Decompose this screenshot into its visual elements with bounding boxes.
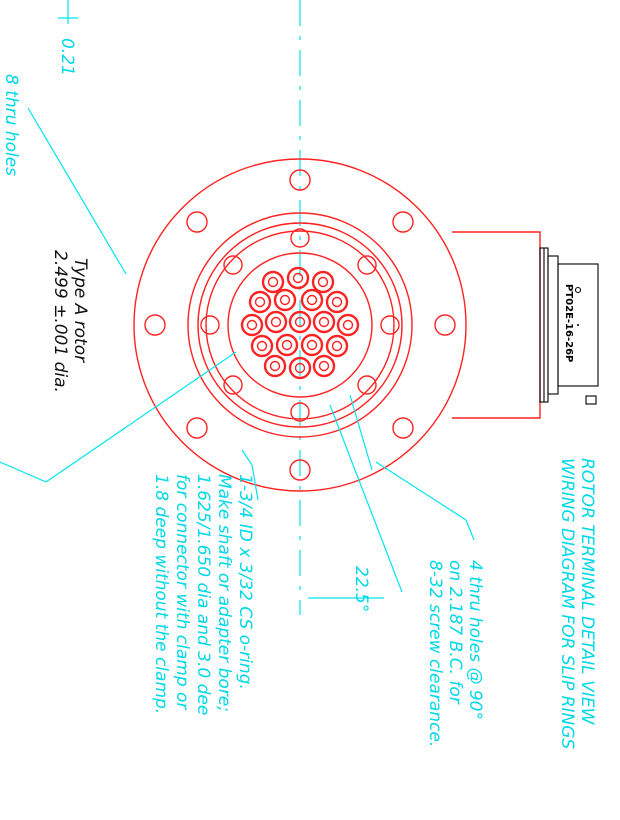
title-line-2: WIRING DIAGRAM FOR SLIP RINGS <box>557 458 577 749</box>
bolt-holes-leader <box>375 461 467 521</box>
terminal-pin <box>300 333 324 357</box>
terminal-pin <box>286 266 310 290</box>
terminal-pin <box>300 288 324 312</box>
bolt-hole <box>200 315 220 335</box>
connector-shell <box>557 263 599 387</box>
terminal-pin <box>336 313 360 337</box>
flange-holes-label: 8 thru holes <box>1 74 21 176</box>
terminal-pin <box>312 310 336 334</box>
terminal-pin <box>288 310 312 334</box>
bolt-holes-line-3: 8-32 screw clearance. <box>425 560 445 747</box>
flange-hole <box>186 211 208 233</box>
connector-dot <box>577 324 579 326</box>
flange-ring-circle <box>197 222 403 428</box>
bolt-hole <box>223 255 243 275</box>
bolt-holes-line-1: 4 thru holes @ 90° <box>465 560 485 720</box>
terminal-pin <box>263 354 287 378</box>
flange-hole <box>289 169 311 191</box>
terminal-pin <box>250 334 274 358</box>
connector-part-number: PT02E-16-26P <box>563 284 574 362</box>
inner-holes <box>200 228 400 422</box>
flange-outer-circle <box>133 158 467 492</box>
dimension-0-21: 0.21 <box>57 38 77 76</box>
flange-holes-leader <box>27 107 127 275</box>
angle-line-a <box>329 404 403 593</box>
flange-hole <box>392 211 414 233</box>
oring-line-5: 1.8 deep without the clamp. <box>151 474 171 714</box>
oring-leader-2 <box>251 464 259 501</box>
title-line-1: ROTOR TERMINAL DETAIL VIEW <box>577 458 597 726</box>
terminal-pin <box>325 290 349 314</box>
bolt-hole <box>357 255 377 275</box>
housing-extension <box>452 231 541 419</box>
bolt-hole <box>290 402 310 422</box>
terminal-pin <box>288 356 312 380</box>
flange-hole <box>186 417 208 439</box>
terminal-pin <box>275 333 299 357</box>
rotor-label-line-2: 2.499 ±.001 dia. <box>50 250 70 393</box>
flange-hole <box>289 459 311 481</box>
flange-hole <box>144 314 166 336</box>
bolt-hole <box>357 375 377 395</box>
oring-line-1: 1-3/4 ID x 3/32 CS o-ring. <box>235 474 255 690</box>
terminal-pin <box>261 270 285 294</box>
bolt-hole <box>380 315 400 335</box>
bolt-hole <box>290 228 310 248</box>
flange <box>133 158 541 492</box>
terminal-pin <box>273 288 297 312</box>
connector-key <box>574 286 582 294</box>
connector-body <box>547 255 559 395</box>
connector: PT02E-16-26P <box>539 247 599 405</box>
oring-line-3: 1.625/1.650 dia and 3.0 dee <box>193 474 213 715</box>
rotor-label-line-1: Type A rotor <box>70 258 90 363</box>
rotor-bore-circle <box>227 252 373 398</box>
oring-groove-circle <box>205 230 395 420</box>
terminal-pin <box>311 270 335 294</box>
terminal-pin <box>325 334 349 358</box>
oring-leader <box>241 449 253 466</box>
terminal-pin <box>312 354 336 378</box>
annotations: ROTOR TERMINAL DETAIL VIEW WIRING DIAGRA… <box>1 38 597 749</box>
flange-inner-circle <box>187 212 413 438</box>
flange-hole <box>434 314 456 336</box>
flange-holes <box>144 169 456 481</box>
connector-nut <box>585 395 597 405</box>
oring-line-2: Make shaft or adapter bore; <box>214 474 234 712</box>
bolt-holes-leader-2 <box>465 519 475 541</box>
rotor-leader <box>0 461 47 483</box>
bolt-holes-line-2: on 2.187 B.C. for <box>445 560 465 705</box>
angle-label: 22.5° <box>351 566 371 612</box>
terminal-pin <box>248 290 272 314</box>
terminal-pins <box>240 266 360 380</box>
bolt-hole <box>223 375 243 395</box>
terminal-pin <box>240 313 264 337</box>
angle-line-b <box>349 394 373 471</box>
rotor-leader-2 <box>45 351 237 483</box>
leader-lines <box>0 0 475 599</box>
oring-line-4: for connector with clamp or <box>172 474 192 710</box>
terminal-pin <box>264 310 288 334</box>
flange-hole <box>392 417 414 439</box>
